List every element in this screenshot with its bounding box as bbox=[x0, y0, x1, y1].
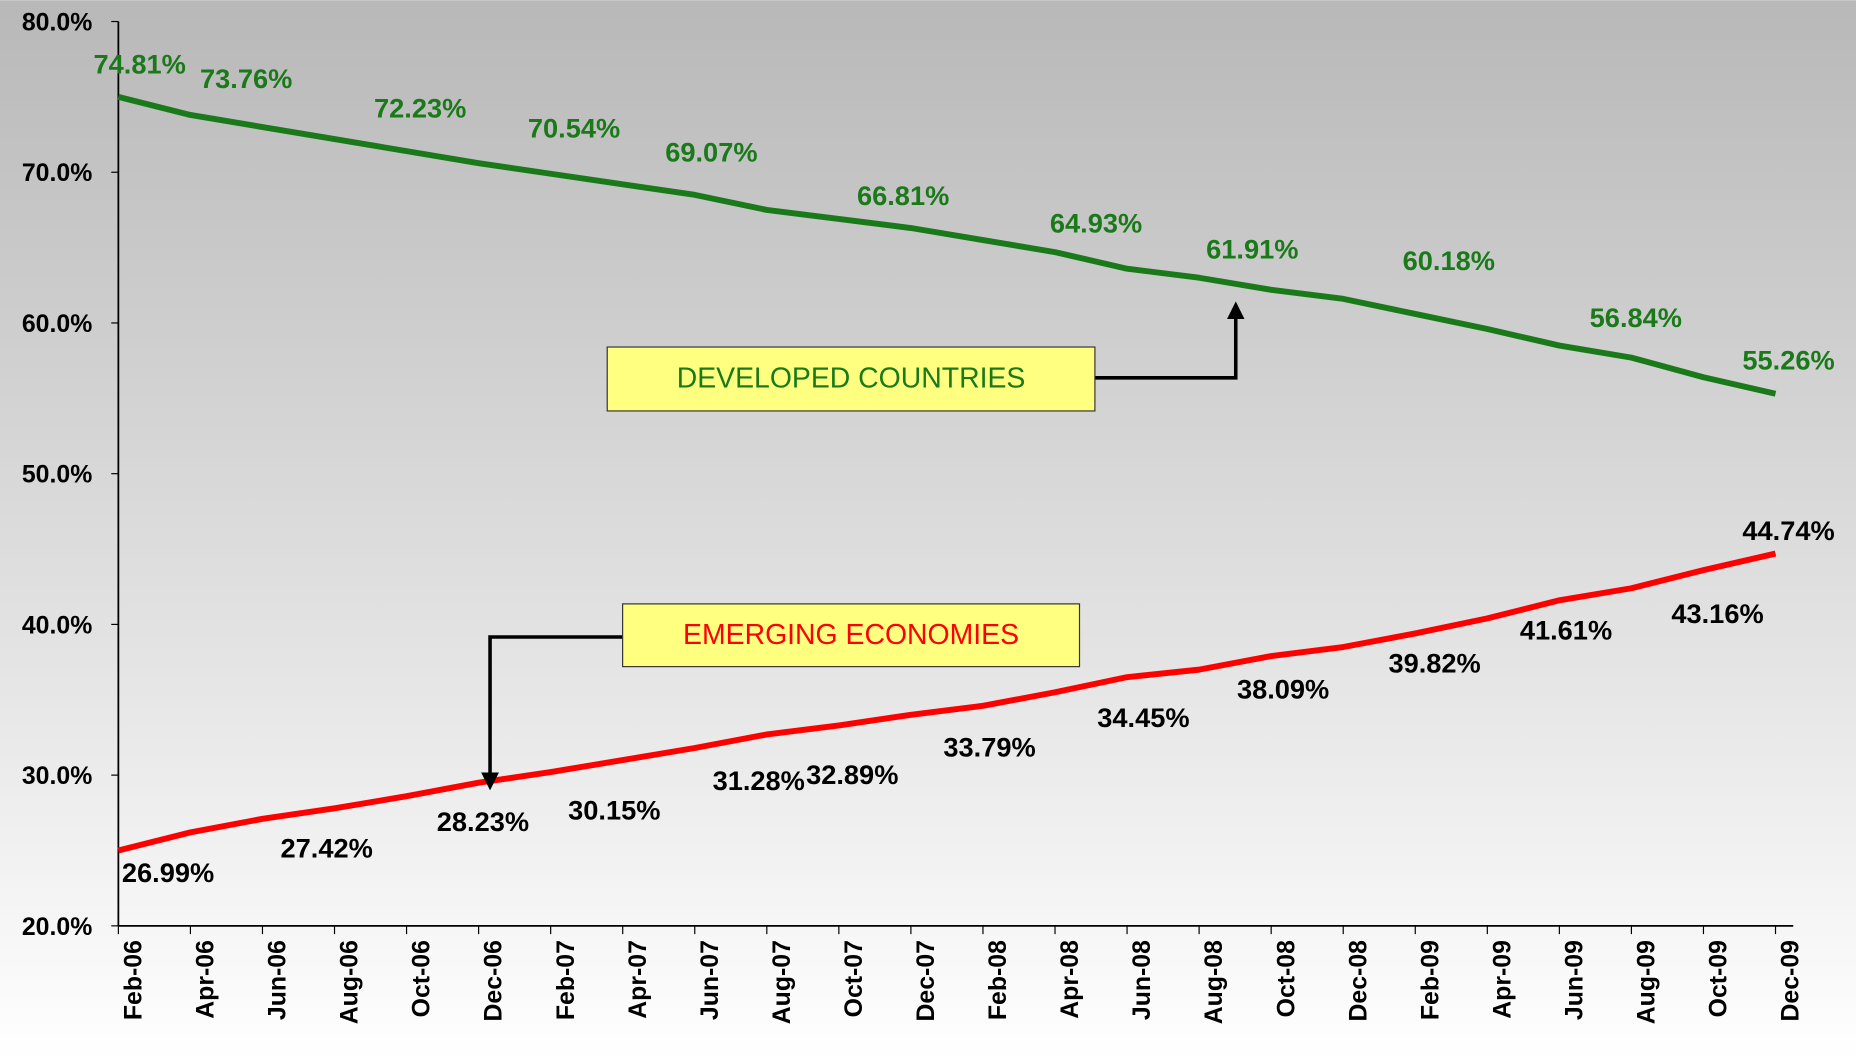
data-label: 41.61% bbox=[1520, 614, 1612, 645]
legend-label: EMERGING ECONOMIES bbox=[683, 619, 1019, 651]
data-label: 31.28% bbox=[713, 765, 805, 796]
x-tick-label: Dec-08 bbox=[1345, 940, 1372, 1022]
y-tick-label: 40.0% bbox=[22, 612, 92, 639]
data-label: 55.26% bbox=[1742, 345, 1834, 376]
x-tick-label: Aug-08 bbox=[1201, 940, 1228, 1024]
data-label: 64.93% bbox=[1050, 207, 1142, 238]
data-label: 34.45% bbox=[1097, 702, 1189, 733]
y-tick-label: 50.0% bbox=[22, 462, 92, 489]
x-tick-label: Feb-09 bbox=[1417, 940, 1444, 1020]
legend-box bbox=[606, 346, 1096, 412]
data-label: 32.89% bbox=[806, 759, 898, 790]
x-tick-label: Aug-07 bbox=[769, 940, 796, 1024]
x-tick-label: Oct-09 bbox=[1706, 940, 1733, 1017]
x-tick-label: Oct-08 bbox=[1273, 940, 1300, 1018]
data-label: 60.18% bbox=[1403, 245, 1495, 276]
data-label: 30.15% bbox=[568, 794, 660, 825]
x-tick-label: Aug-06 bbox=[337, 940, 364, 1024]
y-tick-label: 80.0% bbox=[22, 9, 92, 36]
data-label: 39.82% bbox=[1388, 648, 1480, 679]
data-label: 44.74% bbox=[1742, 515, 1834, 546]
x-tick-label: Oct-06 bbox=[409, 940, 436, 1017]
data-label: 56.84% bbox=[1590, 302, 1682, 333]
x-tick-label: Jun-06 bbox=[265, 940, 292, 1020]
x-tick-label: Feb-07 bbox=[553, 940, 580, 1020]
x-tick-label: Dec-07 bbox=[913, 940, 940, 1021]
data-label: 61.91% bbox=[1206, 233, 1298, 264]
data-label: 70.54% bbox=[528, 113, 620, 144]
x-tick-label: Feb-06 bbox=[121, 940, 148, 1020]
data-label: 66.81% bbox=[857, 180, 949, 211]
legend-box bbox=[622, 603, 1081, 668]
x-tick-label: Jun-09 bbox=[1561, 940, 1588, 1020]
x-tick-label: Apr-08 bbox=[1057, 940, 1084, 1019]
callout-arrow bbox=[481, 635, 623, 791]
x-tick-label: Jun-07 bbox=[697, 940, 724, 1020]
y-tick-label: 60.0% bbox=[22, 311, 92, 338]
x-tick-label: Dec-09 bbox=[1778, 940, 1805, 1021]
data-label: 72.23% bbox=[374, 92, 466, 123]
data-label: 33.79% bbox=[943, 732, 1035, 763]
data-label: 27.42% bbox=[281, 832, 373, 863]
callout-arrow bbox=[1094, 301, 1245, 380]
x-tick-label: Dec-06 bbox=[481, 940, 508, 1021]
data-label: 43.16% bbox=[1671, 598, 1763, 629]
x-tick-label: Oct-07 bbox=[841, 940, 868, 1017]
series-line bbox=[117, 94, 1777, 397]
data-label: 28.23% bbox=[437, 806, 529, 837]
data-label: 73.76% bbox=[200, 63, 292, 94]
y-tick-label: 20.0% bbox=[22, 914, 92, 941]
x-tick-label: Aug-09 bbox=[1634, 940, 1661, 1024]
data-label: 69.07% bbox=[665, 136, 757, 167]
legend-label: DEVELOPED COUNTRIES bbox=[677, 363, 1026, 395]
data-label: 26.99% bbox=[122, 857, 214, 888]
data-label: 74.81% bbox=[94, 49, 186, 80]
y-tick-label: 30.0% bbox=[22, 763, 92, 790]
y-tick-label: 70.0% bbox=[22, 160, 92, 187]
series-line bbox=[117, 550, 1777, 854]
x-tick-label: Apr-06 bbox=[193, 940, 220, 1019]
x-tick-label: Feb-08 bbox=[985, 940, 1012, 1020]
data-label: 38.09% bbox=[1237, 674, 1329, 705]
x-tick-label: Apr-07 bbox=[625, 940, 652, 1019]
x-tick-label: Apr-09 bbox=[1489, 940, 1516, 1019]
x-tick-label: Jun-08 bbox=[1129, 940, 1156, 1020]
